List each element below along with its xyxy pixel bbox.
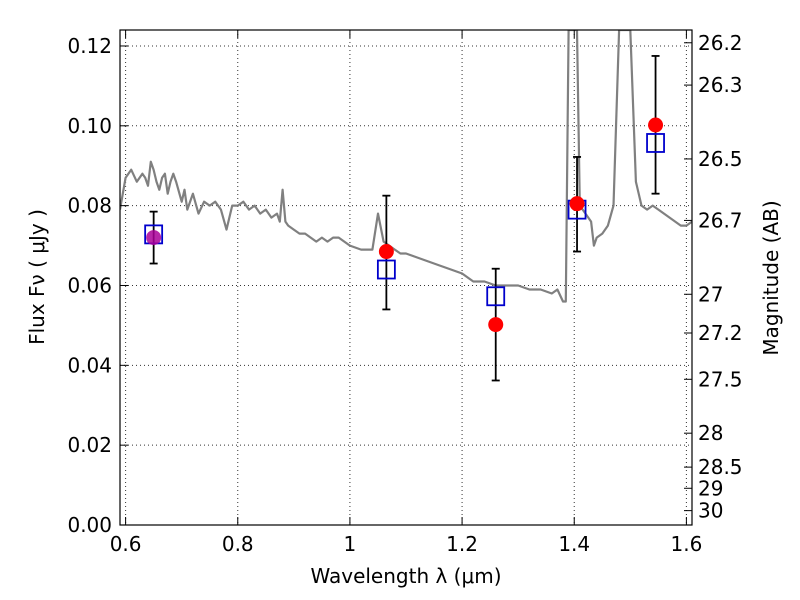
y-tick-label: 0.08 bbox=[67, 194, 112, 218]
right-tick-label: 26.2 bbox=[698, 31, 743, 55]
right-tick-label: 26.7 bbox=[698, 208, 743, 232]
right-tick-label: 26.3 bbox=[698, 73, 743, 97]
x-tick-label: 1.2 bbox=[446, 532, 478, 556]
model-point bbox=[486, 286, 506, 307]
x-axis-title: Wavelength λ (μm) bbox=[310, 564, 501, 588]
model-point bbox=[376, 259, 396, 280]
y-right-axis-title: Magnitude (AB) bbox=[759, 200, 783, 355]
y-tick-label: 0.10 bbox=[67, 114, 112, 138]
observed-point bbox=[146, 230, 162, 246]
right-tick-label: 29 bbox=[698, 476, 723, 500]
observed-point bbox=[378, 244, 394, 260]
right-tick-label: 27.5 bbox=[698, 367, 743, 391]
plot-area bbox=[120, 30, 692, 382]
x-tick-label: 1.4 bbox=[558, 532, 590, 556]
plot-frame bbox=[119, 29, 693, 526]
y-tick-label: 0.04 bbox=[67, 353, 112, 377]
x-tick-label: 0.6 bbox=[110, 532, 142, 556]
x-tick-label: 1 bbox=[344, 532, 357, 556]
x-tick-label: 1.6 bbox=[670, 532, 702, 556]
y-tick-label: 0.12 bbox=[67, 34, 112, 58]
x-tick-label: 0.8 bbox=[222, 532, 254, 556]
right-tick-label: 30 bbox=[698, 499, 723, 523]
ticks bbox=[120, 30, 692, 526]
grid-lines bbox=[120, 30, 692, 526]
y-tick-label: 0.02 bbox=[67, 433, 112, 457]
observed-point bbox=[648, 117, 664, 133]
tick-labels: 0.6 0.8 1 1.2 1.4 1.6 0.00 0.02 0.04 0.06 0.08 0.10… bbox=[67, 31, 742, 556]
observed-point bbox=[569, 196, 585, 212]
y-tick-label: 0.06 bbox=[67, 273, 112, 297]
right-tick-label: 27 bbox=[698, 282, 723, 306]
right-tick-label: 26.5 bbox=[698, 147, 743, 171]
y-tick-label: 0.00 bbox=[67, 513, 112, 537]
spectrum-line bbox=[120, 30, 692, 303]
model-point bbox=[646, 133, 665, 153]
right-tick-label: 28 bbox=[698, 421, 723, 445]
y-axis-title: Flux Fν ( μJy ) bbox=[25, 209, 49, 345]
observed-point bbox=[488, 317, 504, 333]
right-tick-label: 27.2 bbox=[698, 321, 743, 345]
right-tick-label: 28.5 bbox=[698, 455, 743, 479]
